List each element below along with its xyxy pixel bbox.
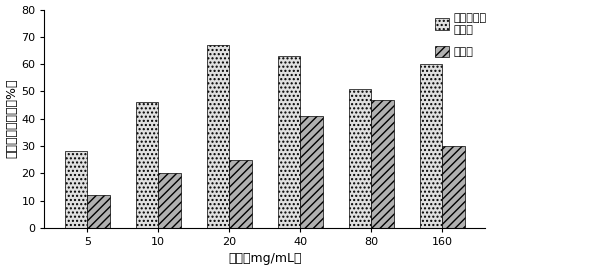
Bar — [207, 45, 229, 228]
Y-axis label: 张力幅量变化率（%）: 张力幅量变化率（%） — [5, 79, 19, 159]
Bar — [349, 89, 371, 228]
Bar — [229, 160, 252, 228]
Bar — [158, 173, 181, 228]
Bar — [443, 146, 465, 228]
Bar — [371, 100, 394, 228]
Legend: 对羟基内桂
酸乙酯, 阿托品: 对羟基内桂 酸乙酯, 阿托品 — [433, 11, 488, 59]
Bar — [300, 116, 323, 228]
Bar — [136, 102, 158, 228]
X-axis label: 浓度（mg/mL）: 浓度（mg/mL） — [228, 253, 302, 265]
Bar — [87, 195, 110, 228]
Bar — [277, 56, 300, 228]
Bar — [65, 151, 87, 228]
Bar — [420, 64, 443, 228]
